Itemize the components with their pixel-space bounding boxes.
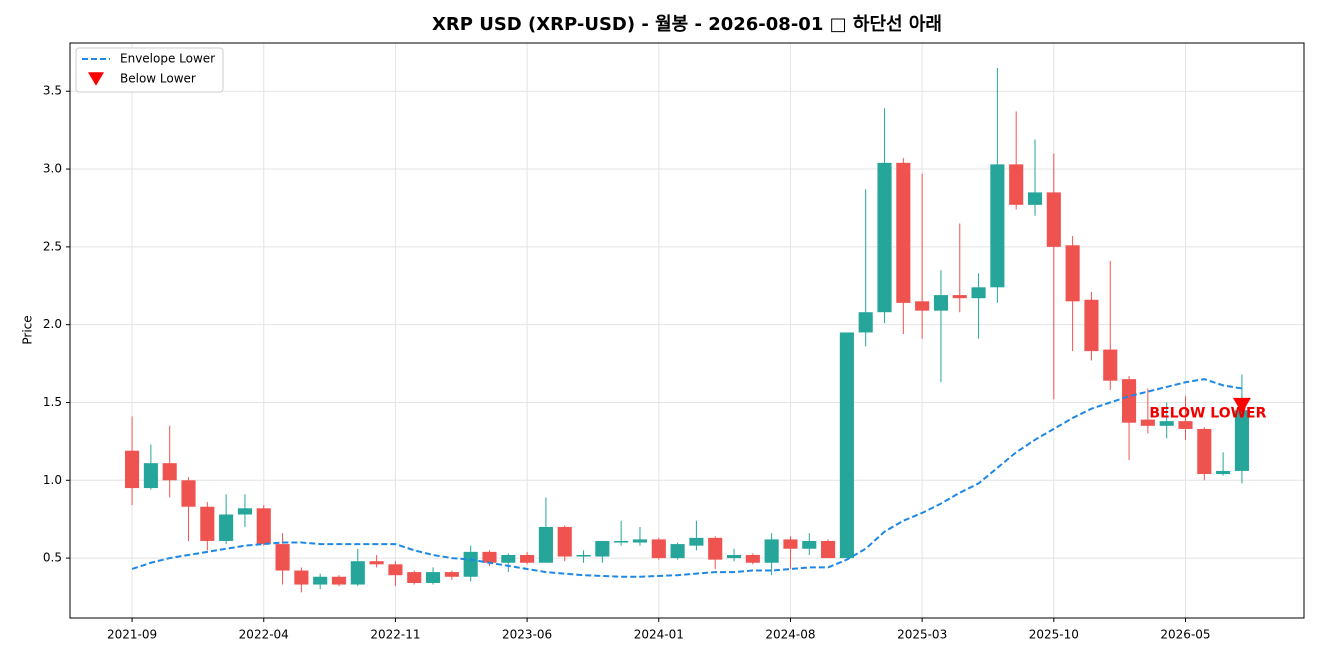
y-tick-label: 3.0 bbox=[43, 162, 62, 176]
candle-body bbox=[708, 537, 723, 560]
candle-body bbox=[651, 539, 666, 559]
candle-body bbox=[407, 572, 422, 583]
envelope-line bbox=[131, 378, 1243, 578]
candle-body bbox=[858, 312, 873, 333]
y-tick-label: 1.0 bbox=[43, 473, 62, 487]
x-tick-label: 2022-04 bbox=[239, 628, 289, 642]
candle-body bbox=[971, 287, 986, 299]
candle-body bbox=[1027, 192, 1043, 205]
candle-body bbox=[294, 570, 309, 585]
candle-body bbox=[764, 539, 779, 563]
candle-body bbox=[256, 508, 271, 545]
candle-body bbox=[388, 564, 403, 576]
candle-body bbox=[783, 539, 798, 549]
candle-body bbox=[896, 162, 911, 303]
candle-body bbox=[501, 554, 516, 563]
plot-area bbox=[70, 43, 1304, 618]
candle-body bbox=[595, 540, 610, 557]
candle-body bbox=[689, 537, 704, 546]
candle-body bbox=[839, 332, 854, 559]
candle-body bbox=[915, 301, 930, 311]
candle-body bbox=[670, 544, 685, 559]
y-tick-label: 2.0 bbox=[43, 317, 62, 331]
candle-body bbox=[952, 295, 967, 299]
x-tick-label: 2024-01 bbox=[634, 628, 684, 642]
candle-body bbox=[369, 561, 384, 565]
candle-body bbox=[1197, 428, 1212, 475]
candle-body bbox=[331, 576, 347, 585]
candle-body bbox=[1065, 245, 1080, 302]
legend-label: Below Lower bbox=[120, 72, 196, 86]
candle-body bbox=[200, 506, 215, 541]
candle-body bbox=[275, 544, 290, 571]
candle-body bbox=[1140, 419, 1155, 426]
candle-body bbox=[821, 540, 836, 559]
y-axis-label: Price bbox=[21, 315, 35, 344]
x-tick-label: 2025-10 bbox=[1029, 628, 1079, 642]
x-tick-label: 2021-09 bbox=[107, 628, 157, 642]
candle-body bbox=[219, 514, 234, 541]
x-tick-label: 2026-05 bbox=[1160, 628, 1210, 642]
candle-body bbox=[520, 554, 535, 563]
legend-marker bbox=[88, 72, 104, 86]
y-tick-label: 1.5 bbox=[43, 395, 62, 409]
legend: Envelope Lower Below Lower bbox=[75, 47, 224, 93]
candle-body bbox=[181, 480, 196, 507]
candle-body bbox=[463, 551, 478, 577]
candle-body bbox=[162, 463, 177, 481]
y-tick-label: 0.5 bbox=[43, 551, 62, 565]
candle-body bbox=[614, 540, 629, 543]
candle-body bbox=[1216, 470, 1231, 475]
candle-body bbox=[632, 539, 648, 543]
candle-body bbox=[1178, 421, 1193, 429]
candle-body bbox=[1084, 299, 1099, 352]
candle-body bbox=[1103, 349, 1118, 381]
chart-title: XRP USD (XRP-USD) - 월봉 - 2026-08-01 □ 하단… bbox=[432, 14, 942, 35]
candle-body bbox=[1159, 421, 1174, 426]
candle-body bbox=[425, 572, 441, 583]
candle-body bbox=[313, 576, 328, 585]
candle-body bbox=[933, 295, 949, 311]
legend-label: Envelope Lower bbox=[120, 52, 215, 66]
candle-body bbox=[990, 164, 1005, 288]
annotation: BELOW LOWER bbox=[1149, 405, 1266, 421]
candle-body bbox=[143, 463, 158, 489]
x-tick-label: 2024-08 bbox=[765, 628, 815, 642]
candle-body bbox=[1122, 379, 1137, 423]
candle-body bbox=[557, 526, 572, 557]
x-tick-label: 2022-11 bbox=[370, 628, 420, 642]
candle-body bbox=[1009, 164, 1024, 205]
plot-frame bbox=[69, 42, 1305, 619]
candle-body bbox=[538, 526, 553, 563]
candle-body bbox=[237, 508, 252, 515]
candle-body bbox=[745, 554, 760, 563]
candle-body bbox=[1234, 410, 1249, 471]
candle-body bbox=[877, 162, 892, 313]
candle-body bbox=[726, 554, 742, 559]
candle-body bbox=[482, 551, 497, 563]
x-tick-label: 2025-03 bbox=[897, 628, 947, 642]
candle-body bbox=[350, 561, 365, 585]
legend-box bbox=[75, 47, 224, 93]
candle-body bbox=[802, 540, 817, 549]
y-tick-label: 3.5 bbox=[43, 84, 62, 98]
candle-body bbox=[125, 450, 140, 489]
candle-body bbox=[576, 554, 591, 557]
candle-body bbox=[1046, 192, 1061, 247]
x-tick-label: 2023-06 bbox=[502, 628, 552, 642]
signal-marker bbox=[1232, 397, 1251, 414]
y-tick-label: 2.5 bbox=[43, 239, 62, 253]
candle-body bbox=[444, 572, 459, 577]
